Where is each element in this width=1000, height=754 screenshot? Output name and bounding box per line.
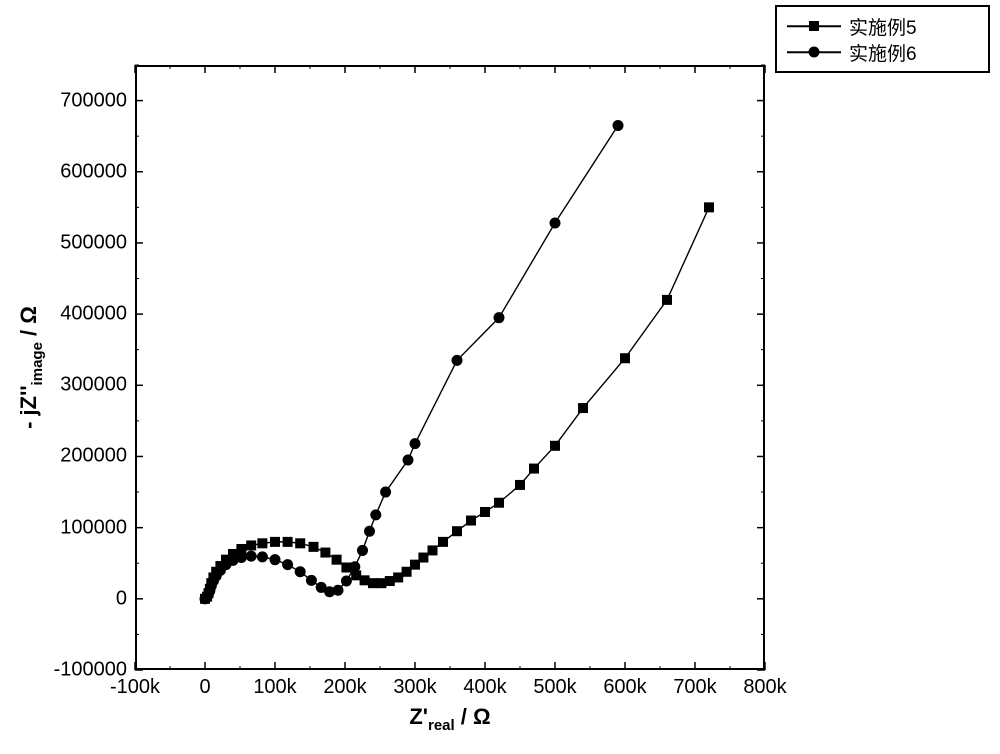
series-marker [515, 480, 525, 490]
legend-item: 实施例6 [787, 39, 978, 65]
y-tick-label: 200000 [60, 445, 127, 468]
y-tick-label: 300000 [60, 374, 127, 397]
series-marker [332, 555, 342, 565]
series-marker [662, 295, 672, 305]
series-marker [613, 120, 624, 131]
series-marker [246, 551, 257, 562]
series-marker [270, 537, 280, 547]
series-marker [257, 551, 268, 562]
series-marker [380, 487, 391, 498]
series-marker [550, 441, 560, 451]
series-marker [494, 312, 505, 323]
series-marker [410, 438, 421, 449]
legend-sample [787, 16, 841, 36]
y-tick-label: 100000 [60, 516, 127, 539]
series-marker [428, 545, 438, 555]
series-marker [295, 538, 305, 548]
chart-svg: Z'real / Ω - jZ''image / Ω [0, 0, 1000, 754]
x-tick-label: 700k [673, 676, 716, 699]
legend: 实施例5实施例6 [775, 5, 990, 73]
x-tick-label: 500k [533, 676, 576, 699]
series-marker [550, 218, 561, 229]
y-tick-label: 700000 [60, 89, 127, 112]
series-marker [364, 526, 375, 537]
series-marker [466, 516, 476, 526]
series-marker [578, 403, 588, 413]
series-line-实施例5 [205, 207, 709, 598]
y-tick-label: 0 [116, 587, 127, 610]
legend-item: 实施例5 [787, 13, 978, 39]
series-marker [704, 202, 714, 212]
series-marker [295, 566, 306, 577]
series-marker [529, 464, 539, 474]
x-tick-label: 100k [253, 676, 296, 699]
series-marker [480, 507, 490, 517]
x-tick-label: 300k [393, 676, 436, 699]
x-tick-label: 200k [323, 676, 366, 699]
y-tick-label: -100000 [54, 659, 127, 682]
y-tick-label: 500000 [60, 231, 127, 254]
series-marker [452, 526, 462, 536]
series-marker [418, 553, 428, 563]
series-marker [341, 576, 352, 587]
x-tick-label: 800k [743, 676, 786, 699]
series-marker [333, 585, 344, 596]
series-marker [306, 575, 317, 586]
series-marker [270, 554, 281, 565]
series-line-实施例6 [205, 126, 618, 599]
y-tick-label: 400000 [60, 303, 127, 326]
y-tick-label: 600000 [60, 160, 127, 183]
legend-label: 实施例5 [849, 13, 917, 40]
square-marker-icon [809, 21, 819, 31]
legend-sample [787, 42, 841, 62]
series-marker [494, 498, 504, 508]
circle-marker-icon [809, 47, 820, 58]
series-marker [620, 353, 630, 363]
series-marker [282, 559, 293, 570]
series-marker [283, 537, 293, 547]
x-tick-label: 0 [199, 676, 210, 699]
x-axis-label: Z'real / Ω [409, 704, 490, 734]
series-marker [246, 540, 256, 550]
series-marker [320, 548, 330, 558]
x-tick-label: 600k [603, 676, 646, 699]
series-marker [349, 561, 360, 572]
series-marker [403, 455, 414, 466]
series-marker [257, 538, 267, 548]
series-marker [452, 355, 463, 366]
y-axis-label: - jZ''image / Ω [16, 306, 46, 429]
legend-label: 实施例6 [849, 39, 917, 66]
series-marker [438, 537, 448, 547]
series-marker [370, 509, 381, 520]
series-marker [357, 545, 368, 556]
series-marker [309, 542, 319, 552]
x-tick-label: 400k [463, 676, 506, 699]
chart-container: Z'real / Ω- jZ''image / Ω 实施例5实施例6 -100k… [0, 0, 1000, 754]
series-marker [236, 552, 247, 563]
